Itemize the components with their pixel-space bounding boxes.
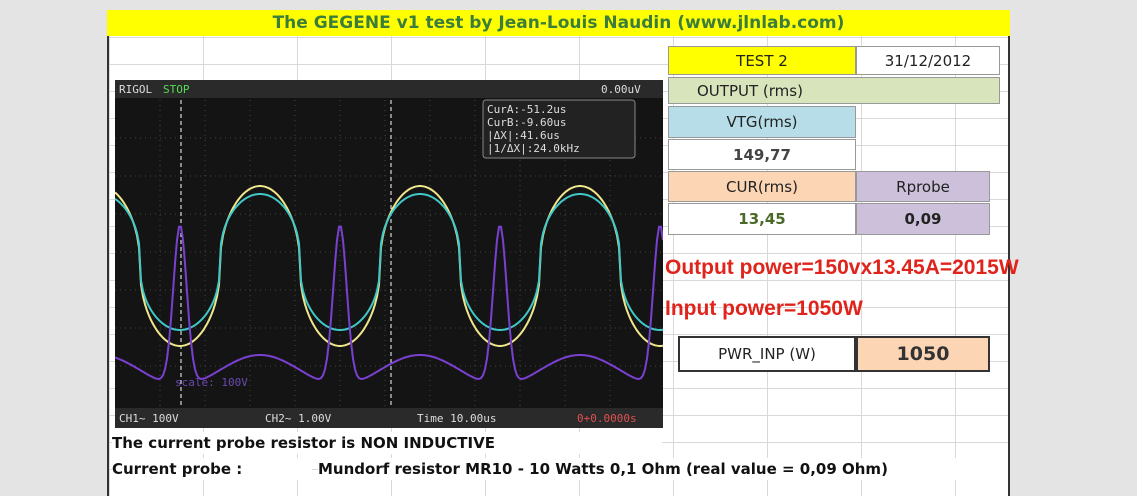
input-power: Input power=1050W xyxy=(665,297,863,321)
title: The GEGENE v1 test by Jean-Louis Naudin … xyxy=(107,10,1010,36)
ch1: CH1~ 100V xyxy=(119,412,179,425)
pwr-label: PWR_INP (W) xyxy=(678,336,856,372)
cur-label: CUR(rms) xyxy=(668,171,856,202)
output-power: Output power=150vx13.45A=2015W xyxy=(665,256,1019,280)
time: Time 10.00us xyxy=(417,412,496,425)
rprobe-value: 0,09 xyxy=(856,203,990,235)
cursor-b-text: CurB:-9.60us xyxy=(487,116,566,129)
probe-desc: Mundorf resistor MR10 - 10 Watts 0,1 Ohm… xyxy=(318,458,1008,480)
scope-topbar xyxy=(115,80,663,98)
rprobe-label: Rprobe xyxy=(856,171,990,202)
vtg-value: 149,77 xyxy=(668,139,856,170)
inv-delta-x: |1/ΔX|:24.0kHz xyxy=(487,142,580,155)
scale: scale: 100V xyxy=(175,376,248,389)
probe-label: Current probe : xyxy=(112,458,312,480)
cur-value: 13,45 xyxy=(668,203,856,235)
cursor-a-text: CurA:-51.2us xyxy=(487,103,566,116)
oscilloscope: RIGOL STOP 0.00uV CurA:-51.2us CurB:-9.6… xyxy=(115,80,663,428)
vtg-label: VTG(rms) xyxy=(668,106,856,138)
page: The GEGENE v1 test by Jean-Louis Naudin … xyxy=(0,0,1137,496)
state: STOP xyxy=(163,83,190,96)
delta-x: |ΔX|:41.6us xyxy=(487,129,560,142)
ch2: CH2~ 1.00V xyxy=(265,412,332,425)
pwr-value: 1050 xyxy=(856,336,990,372)
trigger: 0.00uV xyxy=(601,83,641,96)
offset: 0+0.0000s xyxy=(577,412,637,425)
note: The current probe resistor is NON INDUCT… xyxy=(112,432,662,454)
output-cell: OUTPUT (rms) xyxy=(668,77,1000,104)
brand: RIGOL xyxy=(119,83,152,96)
date-cell: 31/12/2012 xyxy=(856,46,1000,75)
test-cell: TEST 2 xyxy=(668,46,856,75)
